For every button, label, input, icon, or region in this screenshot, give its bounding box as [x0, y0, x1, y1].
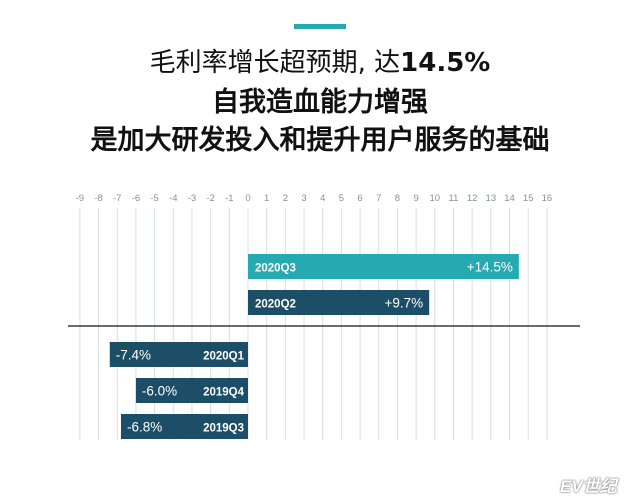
- x-tick-label: -6: [132, 193, 140, 204]
- x-tick-label: 16: [542, 193, 553, 204]
- bar-category-label: 2020Q1: [203, 351, 245, 363]
- x-tick-label: 6: [357, 193, 362, 204]
- x-tick-label: 4: [320, 193, 325, 204]
- title-line-1: 毛利率增长超预期, 达14.5%: [0, 42, 640, 79]
- x-tick-label: 15: [523, 193, 534, 204]
- x-tick-label: 11: [449, 193, 459, 204]
- bar-2019Q4: [135, 378, 248, 403]
- bar-value-label: -7.4%: [116, 348, 151, 363]
- title-line-2: 自我造血能力增强: [212, 87, 428, 118]
- x-tick-label: 8: [395, 193, 400, 204]
- title-accent-line: [294, 24, 346, 29]
- x-tick-label: -7: [113, 193, 121, 204]
- x-tick-label: 2: [283, 193, 288, 204]
- x-tick-label: 10: [430, 193, 441, 204]
- x-tick-label: -3: [188, 193, 196, 204]
- bar-category-label: 2019Q3: [203, 423, 244, 435]
- x-tick-label: 1: [264, 193, 269, 204]
- title-line-1-highlight: 14.5%: [400, 48, 491, 78]
- bar-value-label: -6.8%: [127, 420, 162, 435]
- x-tick-label: -1: [225, 193, 233, 204]
- x-tick-label: 9: [413, 193, 418, 204]
- bar-2020Q2: [248, 290, 430, 315]
- bar-value-label: +9.7%: [385, 296, 424, 311]
- x-tick-label: -9: [76, 193, 84, 204]
- bar-2020Q1: [109, 342, 248, 367]
- x-tick-label: -8: [94, 193, 102, 204]
- title-line-1-prefix: 毛利率增长超预期, 达: [149, 48, 401, 78]
- bar-value-label: +14.5%: [467, 260, 513, 275]
- title-line-3: 是加大研发投入和提升用户服务的基础: [90, 125, 550, 156]
- x-tick-label: -5: [150, 193, 158, 204]
- watermark-logo: EV世纪: [560, 477, 617, 496]
- x-tick-label: 14: [504, 193, 515, 204]
- x-tick-label: 0: [245, 193, 250, 204]
- x-tick-label: 7: [376, 193, 381, 204]
- x-tick-label: 13: [486, 193, 497, 204]
- bar-value-label: -6.0%: [142, 384, 177, 399]
- x-tick-label: 12: [467, 193, 478, 204]
- x-tick-label: 5: [339, 193, 344, 204]
- bar-category-label: 2019Q4: [203, 387, 245, 399]
- bar-category-label: 2020Q2: [255, 299, 296, 311]
- bar-2019Q3: [120, 414, 248, 439]
- bar-category-label: 2020Q3: [255, 263, 296, 275]
- x-tick-label: -2: [206, 193, 214, 204]
- x-tick-label: -4: [169, 193, 177, 204]
- bar-2020Q3: [248, 254, 519, 279]
- x-tick-label: 3: [301, 193, 306, 204]
